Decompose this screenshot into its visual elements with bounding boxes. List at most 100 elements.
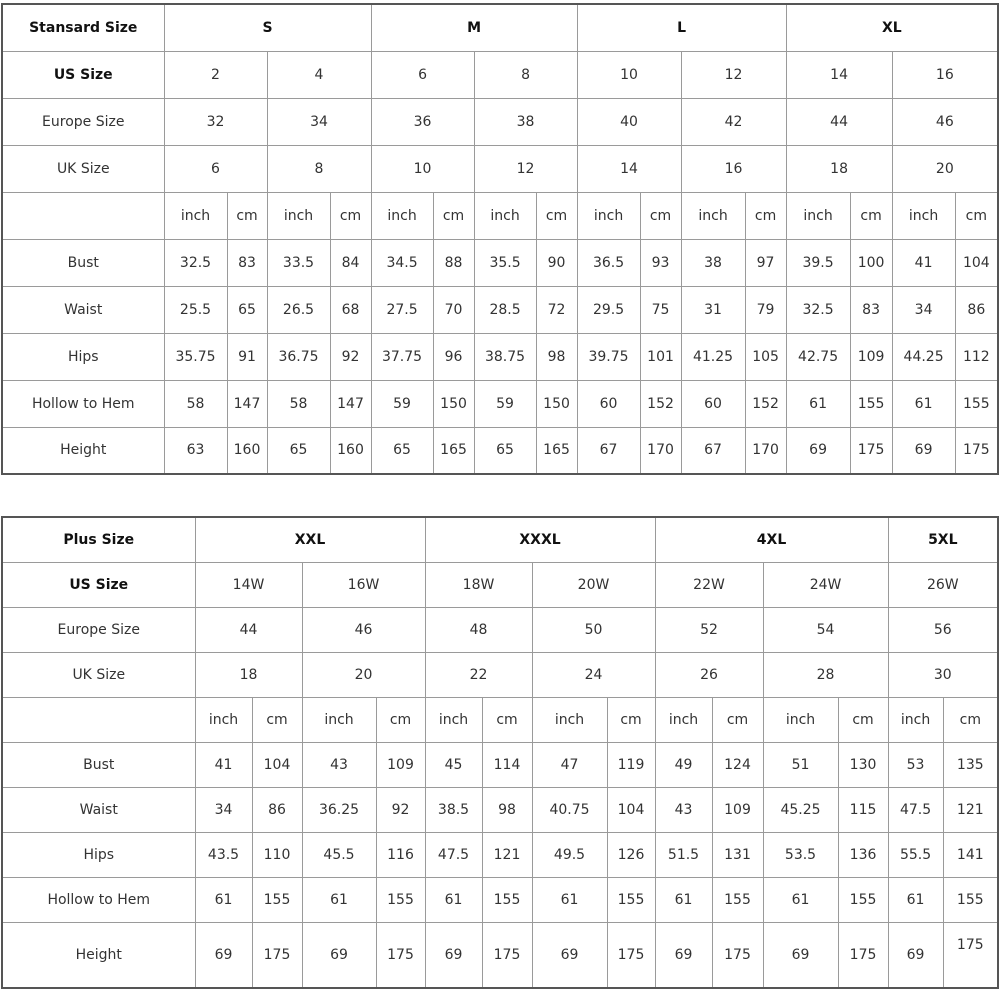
unit-header: cm xyxy=(606,696,656,743)
table-cell: 24W xyxy=(762,561,889,608)
table-cell: 33.5 xyxy=(266,238,331,287)
standard-size-chart: Stansard Size S M L XL US Size 2 4 6 8 10 12 14 16 Eur… xyxy=(1,3,1000,475)
table-cell: 31 xyxy=(680,285,746,334)
table-cell: 175 xyxy=(251,921,303,989)
size-group-header: S xyxy=(163,3,372,52)
table-cell: 109 xyxy=(375,741,426,788)
table-cell: 155 xyxy=(711,876,764,923)
table-cell: 155 xyxy=(954,379,999,428)
table-cell: 4 xyxy=(266,50,372,99)
table-cell: 53 xyxy=(887,741,944,788)
table-cell: 100 xyxy=(849,238,893,287)
table-cell: 47 xyxy=(531,741,608,788)
table-cell: 37.75 xyxy=(370,332,434,381)
size-row: US Size 2 4 6 8 10 12 14 16 xyxy=(1,50,999,99)
unit-header: cm xyxy=(942,696,999,743)
table-cell: 12 xyxy=(473,144,578,193)
size-group-header: M xyxy=(370,3,578,52)
unit-header: inch xyxy=(301,696,377,743)
table-cell: 51.5 xyxy=(654,831,713,878)
table-cell: 27.5 xyxy=(370,285,434,334)
table-cell: 69 xyxy=(762,921,839,989)
table-cell: 92 xyxy=(375,786,426,833)
table-cell: 86 xyxy=(954,285,999,334)
table-cell: 59 xyxy=(473,379,537,428)
table-cell: 44.25 xyxy=(891,332,956,381)
table-cell: 86 xyxy=(251,786,303,833)
size-row: Europe Size 32 34 36 38 40 42 44 46 xyxy=(1,97,999,146)
size-group-header: 4XL xyxy=(654,516,889,563)
unit-header: inch xyxy=(785,191,851,240)
unit-header: inch xyxy=(887,696,944,743)
table-cell: 69 xyxy=(891,426,956,475)
table-cell: 72 xyxy=(535,285,578,334)
table-cell: 152 xyxy=(639,379,682,428)
row-label: Waist xyxy=(1,285,165,334)
table-cell: 155 xyxy=(837,876,889,923)
table-cell: 126 xyxy=(606,831,656,878)
table-cell: 34 xyxy=(194,786,253,833)
table-cell: 67 xyxy=(576,426,641,475)
table-cell: 26 xyxy=(654,651,764,698)
table-cell: 141 xyxy=(942,831,999,878)
size-group-header: XXXL xyxy=(424,516,656,563)
table-cell: 32 xyxy=(163,97,268,146)
table-cell: 41 xyxy=(891,238,956,287)
unit-header: cm xyxy=(251,696,303,743)
table-cell: 155 xyxy=(849,379,893,428)
row-label: Hips xyxy=(1,332,165,381)
table-cell: 44 xyxy=(194,606,303,653)
row-label: Waist xyxy=(1,786,196,833)
table-cell: 155 xyxy=(251,876,303,923)
unit-row: inch cm inch cm inch cm inch cm inch cm inch cm inch… xyxy=(1,696,999,743)
size-group-row: Plus Size XXL XXXL 4XL 5XL xyxy=(1,516,999,563)
table-cell: 175 xyxy=(837,921,889,989)
table-cell: 46 xyxy=(891,97,999,146)
table-cell: 32.5 xyxy=(163,238,228,287)
table-cell: 18 xyxy=(785,144,893,193)
table-cell: 59 xyxy=(370,379,434,428)
table-cell: 58 xyxy=(163,379,228,428)
table-cell: 20 xyxy=(301,651,426,698)
table-cell: 147 xyxy=(226,379,268,428)
unit-header: inch xyxy=(266,191,331,240)
table-cell: 104 xyxy=(954,238,999,287)
size-group-header: XL xyxy=(785,3,999,52)
table-cell: 160 xyxy=(226,426,268,475)
measurement-row: Hips 43.5 110 45.5 116 47.5 121 49.5 126 51.5 131 5… xyxy=(1,831,999,878)
table-cell: 61 xyxy=(654,876,713,923)
unit-header: cm xyxy=(639,191,682,240)
size-group-row: Stansard Size S M L XL xyxy=(1,3,999,52)
unit-header: inch xyxy=(163,191,228,240)
row-label: Hips xyxy=(1,831,196,878)
table-cell: 69 xyxy=(785,426,851,475)
table-cell: 44 xyxy=(785,97,893,146)
empty-cell xyxy=(1,191,165,240)
table-cell: 49.5 xyxy=(531,831,608,878)
table-cell: 35.5 xyxy=(473,238,537,287)
table-cell: 75 xyxy=(639,285,682,334)
table-cell: 43 xyxy=(301,741,377,788)
table-cell: 30 xyxy=(887,651,999,698)
table-cell: 42.75 xyxy=(785,332,851,381)
table-cell: 38 xyxy=(473,97,578,146)
table-cell: 6 xyxy=(370,50,475,99)
unit-header: inch xyxy=(531,696,608,743)
unit-header: cm xyxy=(711,696,764,743)
measurement-row: Hollow to Hem 58 147 58 147 59 150 59 150 60 152 60… xyxy=(1,379,999,428)
row-label: UK Size xyxy=(1,144,165,193)
header-label: Plus Size xyxy=(1,516,196,563)
row-label: Height xyxy=(1,921,196,989)
table-cell: 92 xyxy=(329,332,372,381)
table-cell: 45 xyxy=(424,741,483,788)
table-cell: 25.5 xyxy=(163,285,228,334)
table-cell: 18W xyxy=(424,561,533,608)
size-group-header: 5XL xyxy=(887,516,999,563)
table-cell: 47.5 xyxy=(887,786,944,833)
table-cell: 119 xyxy=(606,741,656,788)
measurement-row: Bust 32.5 83 33.5 84 34.5 88 35.5 90 36.5 93 38 97 39… xyxy=(1,238,999,287)
row-label: Europe Size xyxy=(1,606,196,653)
table-cell: 130 xyxy=(837,741,889,788)
table-cell: 49 xyxy=(654,741,713,788)
table-cell: 104 xyxy=(251,741,303,788)
